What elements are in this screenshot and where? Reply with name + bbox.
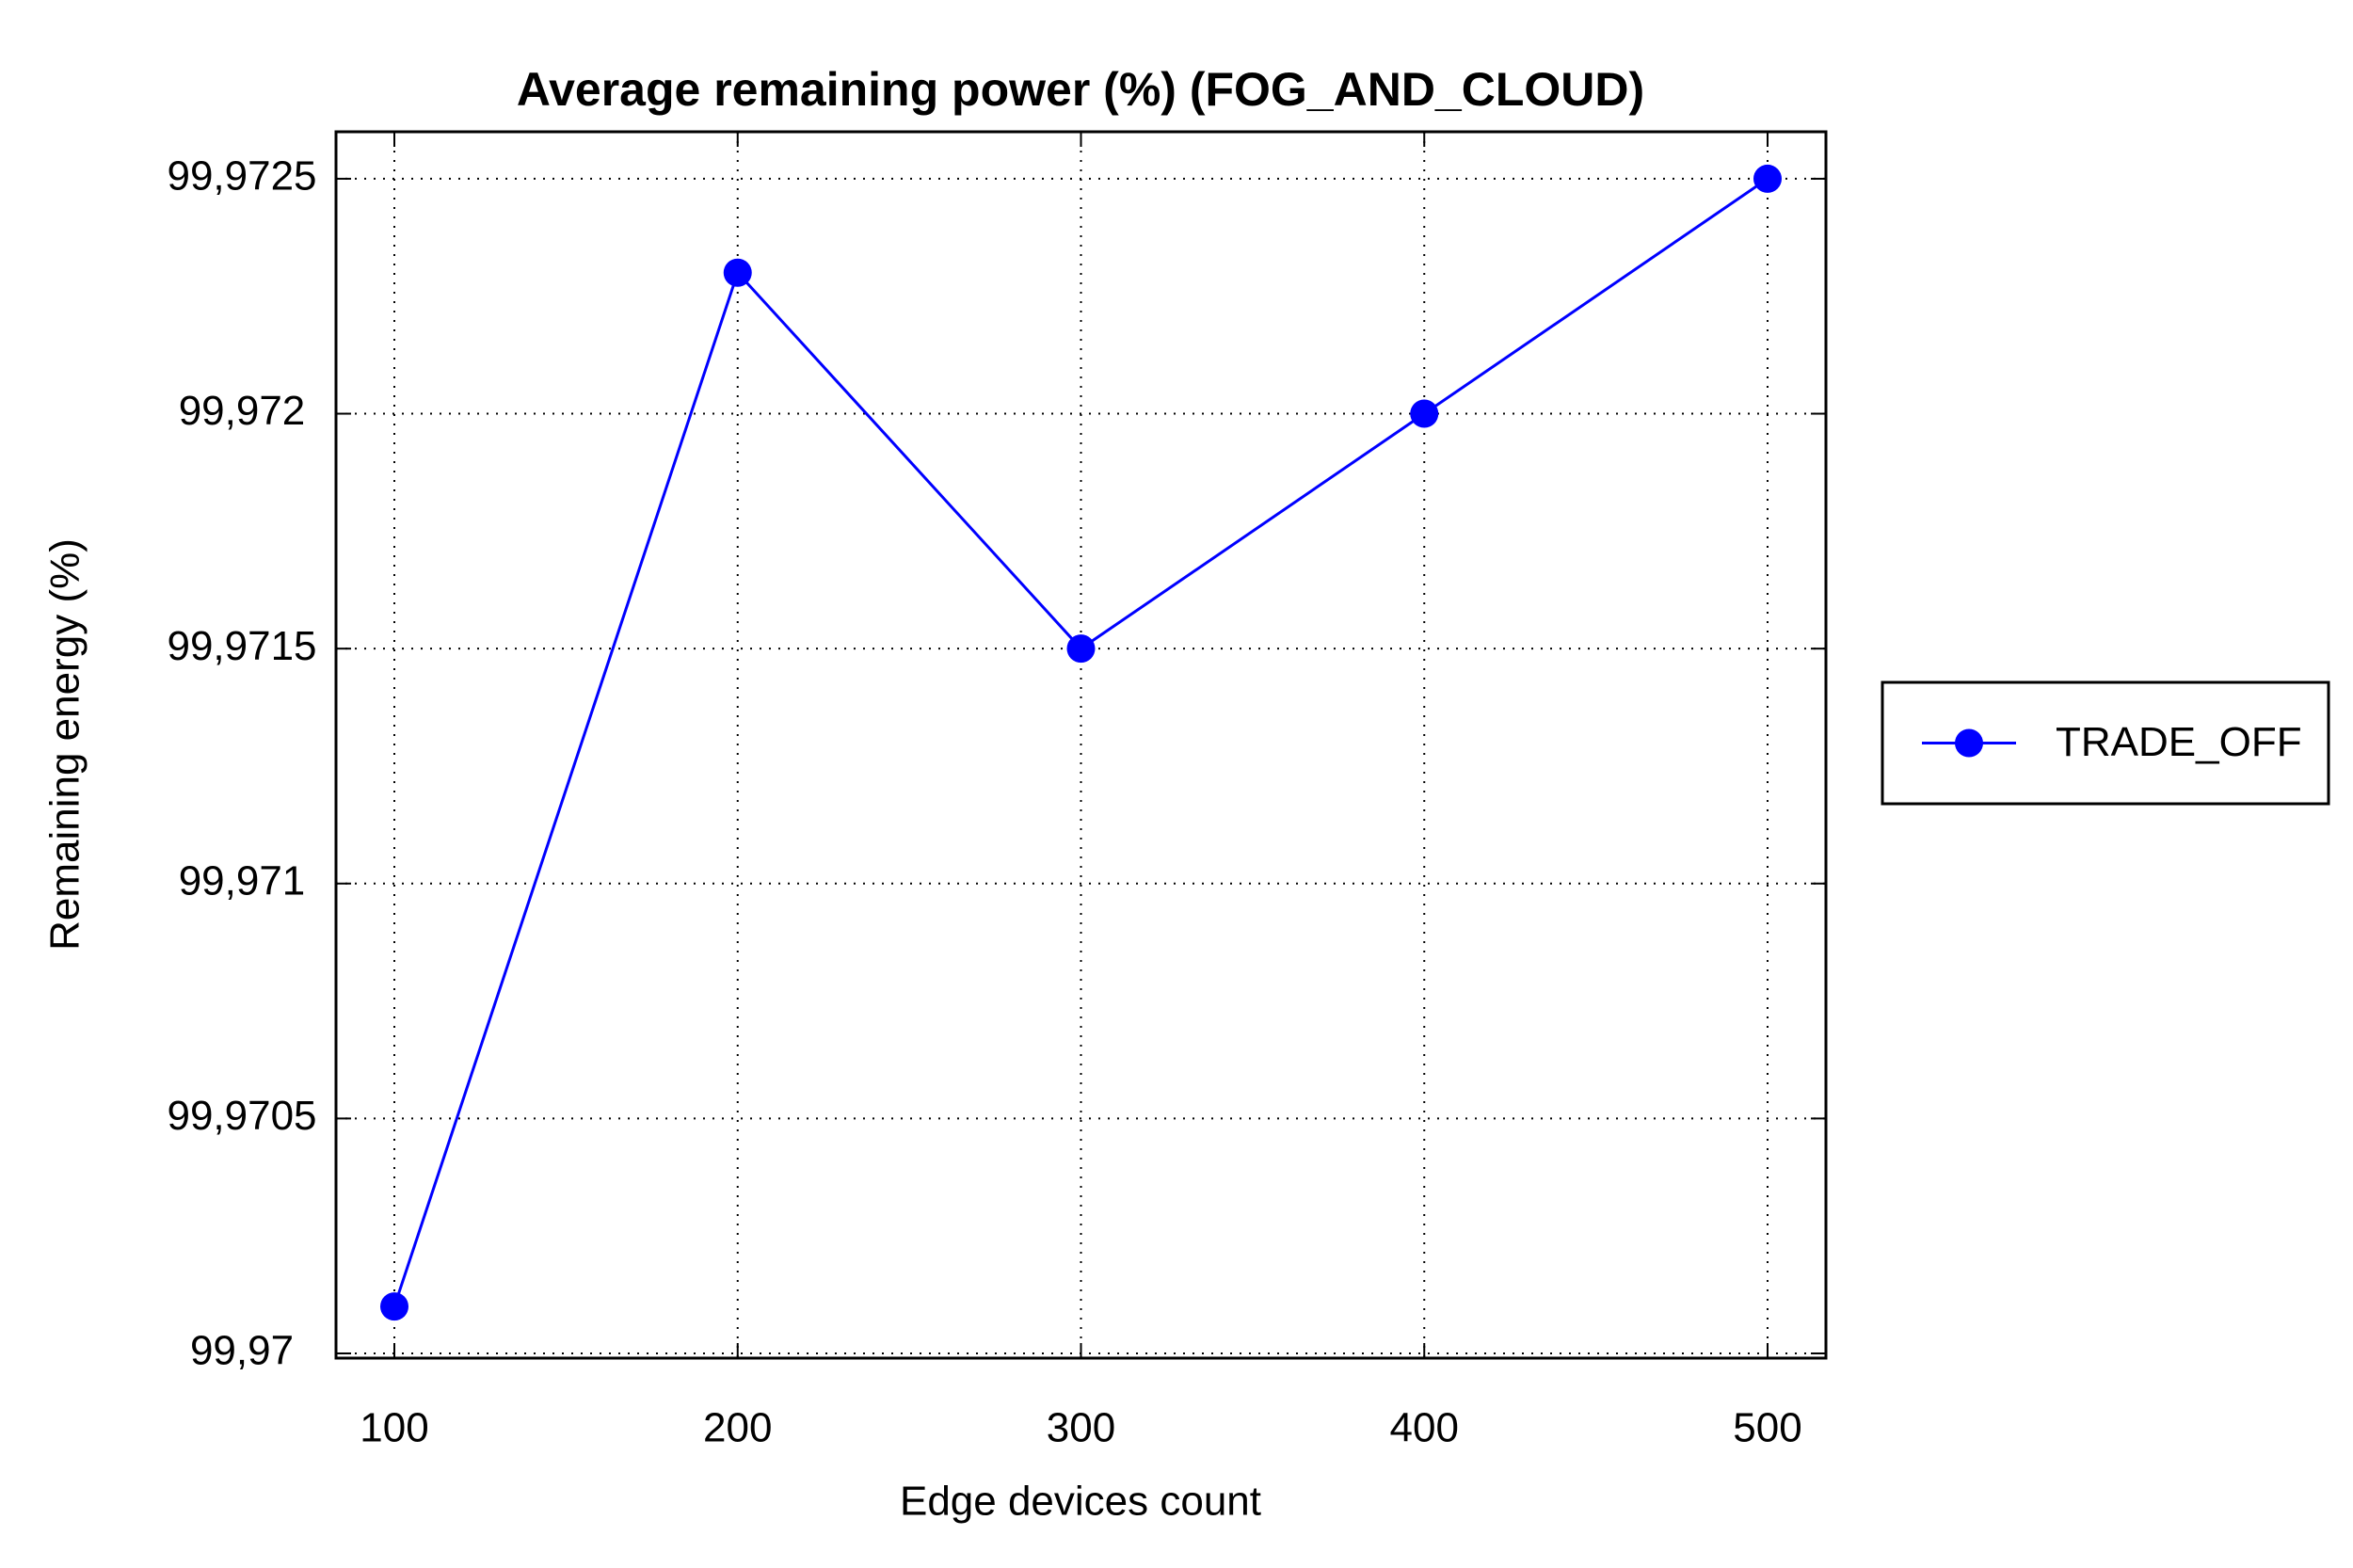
y-tick-label: 99,97 [190,1328,294,1374]
plot-frame [334,130,1828,1360]
x-tick-label: 200 [703,1405,772,1451]
chart-title: Average remaining power (%) (FOG_AND_CLO… [517,63,1644,116]
data-point [1066,634,1096,664]
data-point [723,258,752,287]
data-point [1410,399,1439,428]
y-tick-label: 99,971 [179,857,306,904]
y-tick-label: 99,9705 [167,1093,316,1139]
x-tick-label: 500 [1733,1405,1801,1451]
x-tick-label: 300 [1047,1405,1115,1451]
data-point [1753,164,1782,193]
x-axis-label: Edge devices count [900,1479,1261,1525]
legend-marker [1955,728,1983,758]
y-tick-label: 99,9715 [167,623,316,669]
data-point [380,1292,409,1321]
y-tick-label: 99,972 [179,388,306,434]
y-axis-label: Remaining energy (%) [42,538,88,951]
y-tick-label: 99,9725 [167,153,316,200]
x-tick-label: 400 [1390,1405,1459,1451]
x-tick-label: 100 [360,1405,428,1451]
legend-label: TRADE_OFF [2056,719,2302,765]
